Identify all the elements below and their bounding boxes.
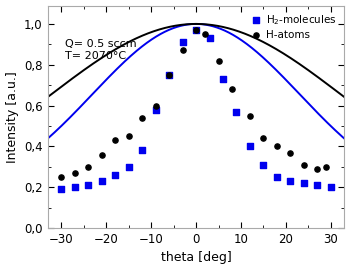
H-atoms	[229, 87, 235, 92]
H-atoms	[112, 138, 118, 142]
H$_2$-molecules	[220, 77, 226, 81]
H$_2$-molecules	[207, 36, 212, 40]
H-atoms	[58, 175, 64, 179]
H-atoms	[99, 152, 104, 157]
H$_2$-molecules	[193, 28, 199, 32]
H-atoms	[274, 144, 280, 148]
H-atoms	[85, 165, 91, 169]
H-atoms	[153, 103, 158, 108]
H-atoms	[139, 116, 145, 120]
H$_2$-molecules	[261, 163, 266, 167]
H$_2$-molecules	[112, 173, 118, 177]
H$_2$-molecules	[315, 183, 320, 187]
X-axis label: theta [deg]: theta [deg]	[161, 251, 231, 264]
H-atoms	[72, 171, 77, 175]
H-atoms	[202, 32, 208, 36]
H-atoms	[261, 136, 266, 140]
H$_2$-molecules	[274, 175, 280, 179]
H$_2$-molecules	[328, 185, 334, 189]
H-atoms	[301, 163, 307, 167]
H-atoms	[324, 165, 329, 169]
H-atoms	[288, 150, 293, 155]
H-atoms	[315, 167, 320, 171]
H$_2$-molecules	[180, 40, 186, 45]
H$_2$-molecules	[58, 187, 64, 191]
H$_2$-molecules	[166, 73, 172, 77]
Y-axis label: Intensity [a.u.]: Intensity [a.u.]	[6, 71, 19, 163]
H$_2$-molecules	[85, 183, 91, 187]
H-atoms	[180, 48, 186, 53]
H$_2$-molecules	[99, 179, 104, 183]
H-atoms	[193, 28, 199, 32]
H$_2$-molecules	[139, 148, 145, 153]
H$_2$-molecules	[126, 165, 131, 169]
H$_2$-molecules	[153, 107, 158, 112]
H$_2$-molecules	[234, 110, 239, 114]
H$_2$-molecules	[301, 181, 307, 185]
Legend: H$_2$-molecules, H-atoms: H$_2$-molecules, H-atoms	[248, 11, 339, 42]
H-atoms	[216, 59, 221, 63]
Text: Q= 0.5 sccm
T= 2070°C: Q= 0.5 sccm T= 2070°C	[65, 39, 137, 60]
H$_2$-molecules	[247, 144, 253, 148]
H-atoms	[247, 114, 253, 118]
H$_2$-molecules	[288, 179, 293, 183]
H-atoms	[126, 134, 131, 138]
H-atoms	[166, 73, 172, 77]
H$_2$-molecules	[72, 185, 77, 189]
